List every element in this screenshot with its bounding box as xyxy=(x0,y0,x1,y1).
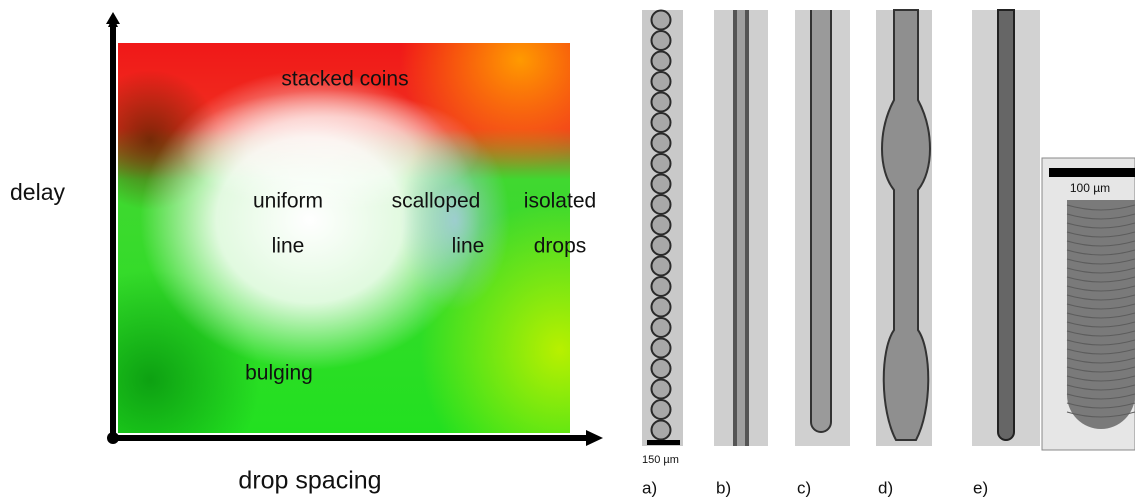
drop xyxy=(650,337,672,359)
ring xyxy=(1066,357,1135,364)
drop xyxy=(650,317,672,338)
region-label: bulging xyxy=(245,362,313,385)
region-label: line xyxy=(272,235,305,258)
micrograph-c xyxy=(795,10,850,446)
region-label: drops xyxy=(534,235,587,258)
ring xyxy=(1066,267,1135,274)
ring xyxy=(1066,222,1135,229)
micrograph-e xyxy=(972,9,1040,446)
scale-bar-label: 100 µm xyxy=(1070,181,1110,195)
ring xyxy=(1066,276,1135,283)
micrograph-b xyxy=(714,10,768,446)
panel-label: a) xyxy=(642,478,657,497)
ring xyxy=(1066,330,1135,337)
drop xyxy=(650,276,672,297)
ring xyxy=(1066,303,1135,310)
drop xyxy=(650,132,672,154)
scale-bar-label: 150 µm xyxy=(642,454,679,466)
ring xyxy=(1066,366,1135,373)
x-arrow xyxy=(586,430,603,446)
ring xyxy=(1066,249,1135,256)
ring xyxy=(1066,231,1135,238)
phase-map xyxy=(118,43,570,433)
ring xyxy=(1066,240,1135,247)
drop xyxy=(650,173,672,195)
micrograph-a xyxy=(642,9,683,446)
ring xyxy=(1066,321,1135,328)
drop xyxy=(650,30,672,51)
drop xyxy=(650,9,672,31)
region-label: line xyxy=(452,235,485,258)
drop xyxy=(650,399,672,420)
ring xyxy=(1066,204,1135,211)
ring xyxy=(1066,393,1135,400)
drop xyxy=(650,71,672,92)
panel-label: d) xyxy=(878,478,893,497)
panel-label: c) xyxy=(797,478,811,497)
region-label: isolated xyxy=(524,190,596,213)
ring xyxy=(1066,339,1135,346)
drop xyxy=(650,419,672,441)
ring xyxy=(1066,402,1135,409)
y-axis-label: delay xyxy=(10,179,65,205)
panel-label: b) xyxy=(716,478,731,497)
drop xyxy=(650,112,672,133)
ring xyxy=(1066,213,1135,220)
ring xyxy=(1066,294,1135,301)
ring xyxy=(1066,348,1135,355)
drop xyxy=(650,91,672,113)
drop xyxy=(650,235,672,256)
inset: 100 µm xyxy=(1041,157,1135,451)
panel-label: e) xyxy=(973,478,988,497)
micrograph-d xyxy=(876,9,932,446)
drop xyxy=(650,255,672,277)
drop xyxy=(650,50,672,72)
drop xyxy=(650,153,672,174)
drop xyxy=(650,296,672,318)
region-label: uniform xyxy=(253,190,323,213)
drop xyxy=(650,378,672,400)
region-label: scalloped xyxy=(392,190,481,213)
drop xyxy=(650,358,672,379)
ring xyxy=(1066,258,1135,265)
drop xyxy=(650,194,672,215)
x-axis-label: drop spacing xyxy=(238,467,381,495)
origin xyxy=(107,432,119,444)
ring xyxy=(1066,285,1135,292)
ring xyxy=(1066,375,1135,382)
drop xyxy=(650,214,672,236)
region-label: stacked coins xyxy=(281,68,408,91)
ring xyxy=(1066,411,1135,418)
ring xyxy=(1066,312,1135,319)
ring xyxy=(1066,384,1135,391)
y-arrow xyxy=(106,12,120,24)
